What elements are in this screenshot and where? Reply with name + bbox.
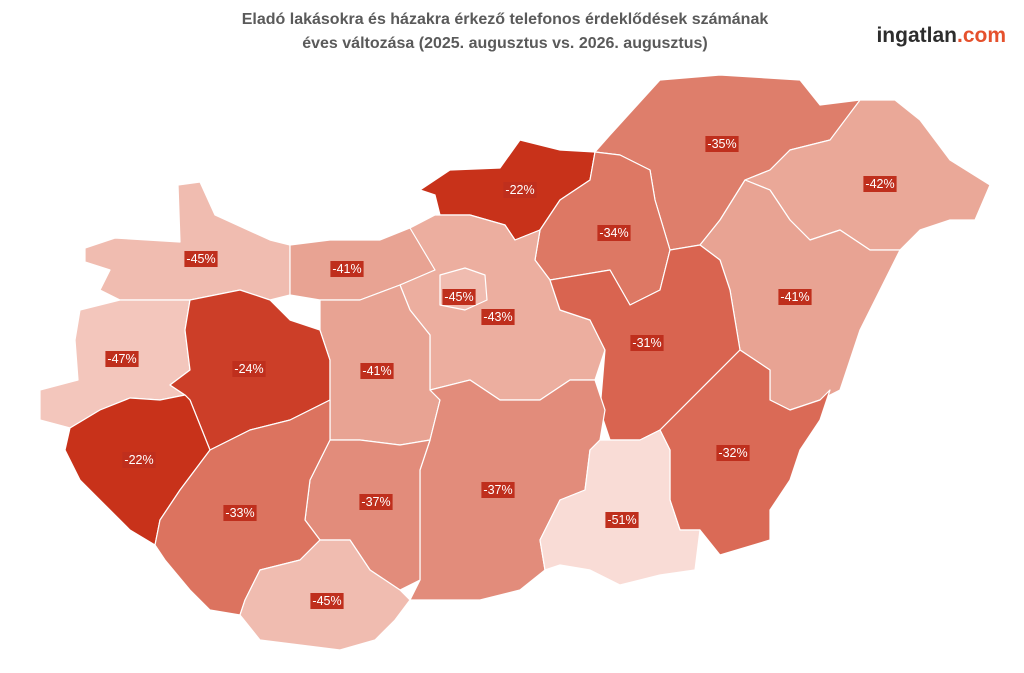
region-label: -41% [332,262,361,276]
label-box [503,182,537,198]
county [539,429,701,586]
region-label: -45% [186,252,215,266]
logo: ingatlan.com [876,24,1006,47]
region-label: -41% [780,290,809,304]
region-label: -51% [607,513,636,527]
region-label: -43% [483,310,512,324]
label-box [184,251,218,267]
label-box [597,225,631,241]
label-box [716,445,750,461]
label-box [122,452,156,468]
region-label: -22% [505,183,534,197]
label-box [705,136,739,152]
region-label: -31% [632,336,661,350]
label-box [310,593,344,609]
label-box [442,289,476,305]
label-box [605,512,639,528]
region-label: -34% [599,226,628,240]
label-box [360,363,394,379]
region-label: -35% [707,137,736,151]
title-line: éves változása (2025. augusztus vs. 2026… [302,35,708,52]
region-label: -33% [225,506,254,520]
label-box [223,505,257,521]
region-label: -41% [362,364,391,378]
region-label: -47% [107,352,136,366]
label-box [778,289,812,305]
region-label: -32% [718,446,747,460]
region-label: -45% [444,290,473,304]
label-box [481,309,515,325]
label-box [105,351,139,367]
label-box [330,261,364,277]
region-label: -22% [124,453,153,467]
region-label: -45% [312,594,341,608]
counties [39,74,991,651]
label-box [630,335,664,351]
region-label: -24% [234,362,263,376]
label-box [481,482,515,498]
county [84,181,291,301]
labels: -45% -41% -22% -35% -42% -34% -43% -45% … [105,136,897,609]
label-box [232,361,266,377]
logo-name: ingatlan [876,24,957,47]
label-box [359,494,393,510]
title-line: Eladó lakásokra és házakra érkező telefo… [242,11,769,28]
region-label: -37% [361,495,390,509]
region-label: -42% [865,177,894,191]
region-label: -37% [483,483,512,497]
logo-suffix: .com [957,24,1006,47]
label-box [863,176,897,192]
